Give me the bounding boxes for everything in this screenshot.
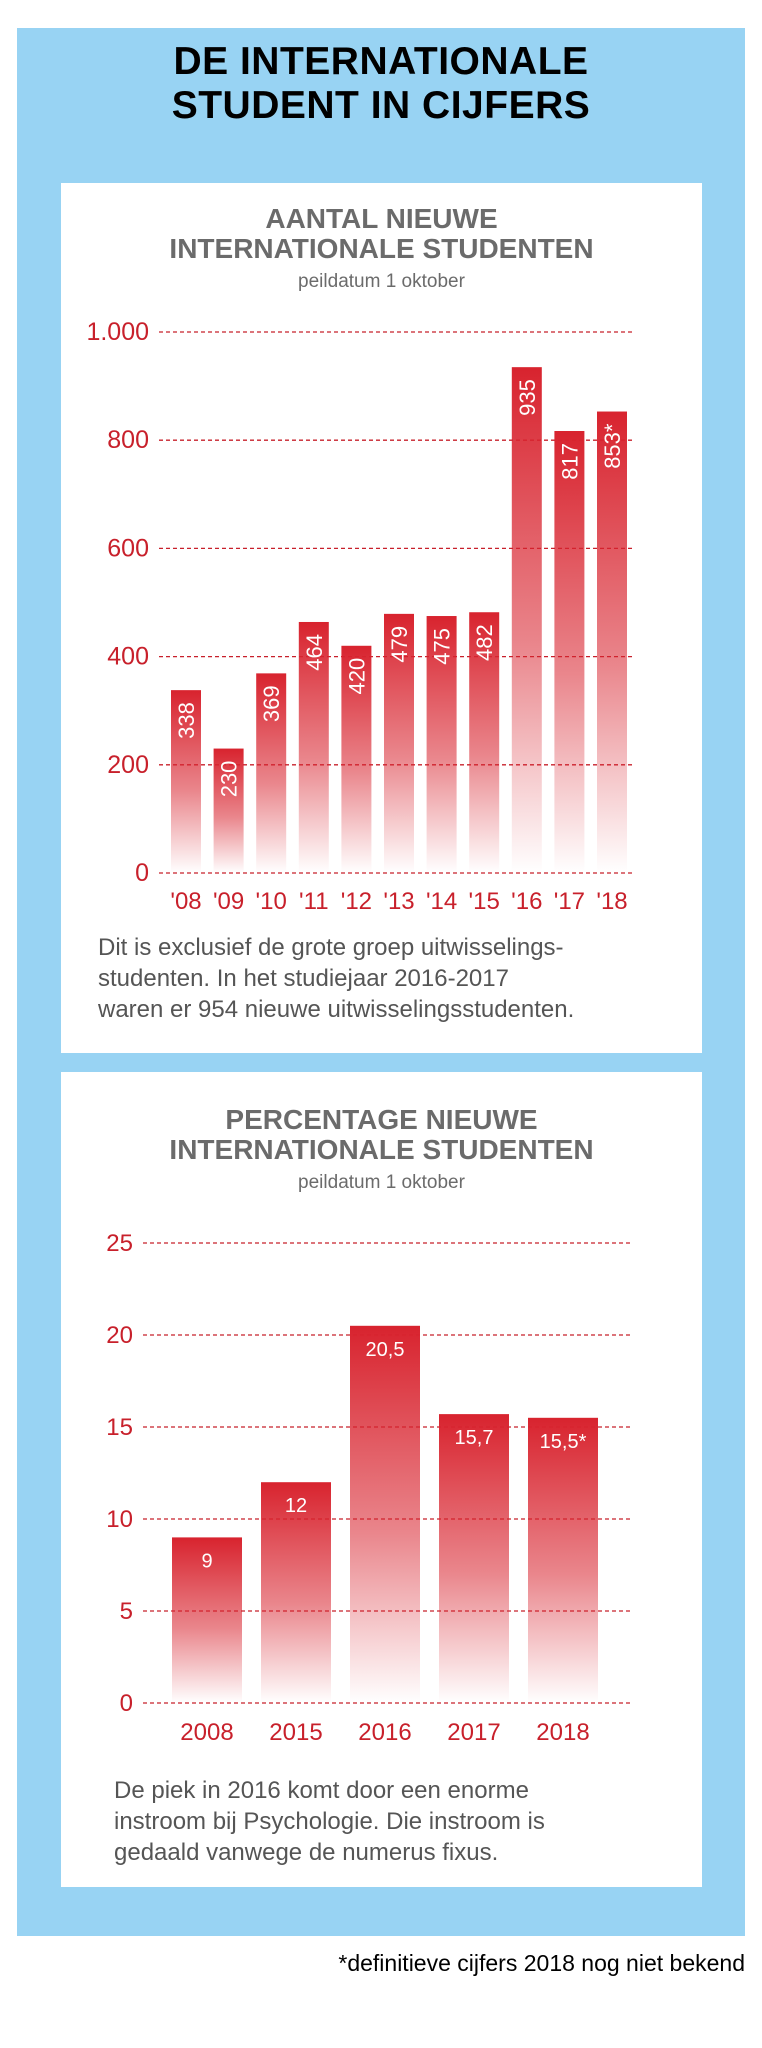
bar-value-label: 420 bbox=[344, 658, 369, 695]
bar-value-label: 15,7 bbox=[455, 1427, 494, 1449]
bar bbox=[350, 1325, 420, 1703]
bar bbox=[511, 367, 542, 873]
bar-value-label: 479 bbox=[387, 626, 412, 663]
x-category-label: '11 bbox=[299, 888, 329, 915]
x-category-label: '10 bbox=[256, 888, 287, 915]
panel-percentage-title: PERCENTAGE NIEUWE INTERNATIONALE STUDENT… bbox=[61, 1105, 702, 1165]
main-title: DE INTERNATIONALE STUDENT IN CIJFERS bbox=[0, 40, 762, 128]
panel-percentage-note-line-3: gedaald vanwege de numerus fixus. bbox=[114, 1839, 499, 1866]
bar-value-label: 475 bbox=[430, 628, 455, 665]
x-category-label: '18 bbox=[596, 888, 627, 915]
bar-value-label: 817 bbox=[557, 443, 582, 480]
bar-value-label: 230 bbox=[217, 761, 242, 798]
bar bbox=[171, 690, 201, 873]
y-tick-label: 5 bbox=[120, 1598, 133, 1625]
y-tick-label: 10 bbox=[106, 1506, 133, 1533]
x-category-label: '12 bbox=[341, 888, 372, 915]
panel-count-note: Dit is exclusief de grote groep uitwisse… bbox=[98, 932, 574, 1025]
bar bbox=[469, 612, 500, 873]
bar-value-label: 15,5* bbox=[540, 1431, 587, 1453]
bar bbox=[261, 1482, 331, 1703]
y-tick-label: 25 bbox=[106, 1230, 133, 1257]
x-category-label: 2018 bbox=[536, 1719, 589, 1746]
y-tick-label: 0 bbox=[120, 1690, 133, 1717]
panel-count-title-line-2: INTERNATIONALE STUDENTEN bbox=[169, 233, 594, 264]
bar-value-label: 12 bbox=[285, 1495, 307, 1517]
count-bar-chart: 0 200 400 600 800 1.000 338 '08 230 '09 369 '10 464 '… bbox=[86, 318, 632, 915]
footnote: *definitieve cijfers 2018 nog niet beken… bbox=[338, 1950, 745, 1976]
panel-percentage-note: De piek in 2016 komt door een enorme ins… bbox=[114, 1775, 545, 1868]
x-category-label: 2016 bbox=[358, 1719, 411, 1746]
bar-value-label: 482 bbox=[472, 624, 497, 661]
panel-percentage-subtitle: peildatum 1 oktober bbox=[298, 1172, 465, 1193]
bar-value-label: 935 bbox=[515, 379, 540, 416]
y-tick-label: 800 bbox=[107, 426, 149, 454]
panel-count-title-line-1: AANTAL NIEUWE bbox=[265, 203, 498, 234]
panel-percentage-note-line-1: De piek in 2016 komt door een enorme bbox=[114, 1777, 529, 1804]
bar-value-label: 9 bbox=[201, 1550, 212, 1572]
y-tick-label: 200 bbox=[107, 751, 149, 779]
x-category-label: '14 bbox=[426, 888, 457, 915]
panel-percentage-note-line-2: instroom bij Psychologie. Die instroom i… bbox=[114, 1808, 545, 1835]
main-title-line-2: STUDENT IN CIJFERS bbox=[171, 84, 591, 127]
panel-count-subtitle: peildatum 1 oktober bbox=[298, 271, 465, 292]
bar-value-label: 20,5 bbox=[366, 1339, 405, 1361]
panel-percentage: PERCENTAGE NIEUWE INTERNATIONALE STUDENT… bbox=[61, 1072, 702, 1887]
x-category-label: 2008 bbox=[180, 1719, 233, 1746]
panel-count-note-line-2: studenten. In het studiejaar 2016-2017 bbox=[98, 965, 509, 992]
panel-percentage-title-line-2: INTERNATIONALE STUDENTEN bbox=[169, 1134, 594, 1165]
main-title-line-1: DE INTERNATIONALE bbox=[173, 40, 589, 83]
panel-percentage-title-line-1: PERCENTAGE NIEUWE bbox=[225, 1104, 538, 1135]
y-tick-label: 20 bbox=[106, 1322, 133, 1349]
x-category-label: '15 bbox=[469, 888, 500, 915]
x-category-label: '08 bbox=[170, 888, 201, 915]
y-tick-label: 1.000 bbox=[86, 318, 149, 346]
bar bbox=[341, 645, 372, 873]
bar bbox=[439, 1414, 509, 1703]
y-tick-label: 0 bbox=[135, 859, 149, 887]
y-tick-label: 15 bbox=[106, 1414, 133, 1441]
x-category-label: 2017 bbox=[447, 1719, 500, 1746]
bar bbox=[426, 616, 457, 873]
percentage-bar-chart: 0 5 10 15 20 25 9 2008 12 2015 20,5 2016 15,7 2017 15,… bbox=[106, 1230, 632, 1746]
bar-value-label: 338 bbox=[174, 702, 199, 739]
x-category-label: '16 bbox=[511, 888, 542, 915]
bar bbox=[298, 621, 329, 873]
panel-count-note-line-1: Dit is exclusief de grote groep uitwisse… bbox=[98, 934, 564, 961]
y-tick-label: 400 bbox=[107, 643, 149, 671]
bar-value-label: 464 bbox=[302, 634, 327, 671]
x-category-label: 2015 bbox=[269, 1719, 322, 1746]
bar bbox=[213, 748, 244, 873]
bar bbox=[597, 411, 627, 873]
bar bbox=[256, 673, 287, 873]
bar-value-label: 853* bbox=[600, 423, 625, 469]
panel-count: AANTAL NIEUWE INTERNATIONALE STUDENTEN p… bbox=[61, 183, 702, 1053]
bar bbox=[554, 431, 585, 873]
panel-count-note-line-3: waren er 954 nieuwe uitwisselingsstudent… bbox=[98, 996, 575, 1023]
bar bbox=[384, 613, 414, 873]
bar bbox=[172, 1537, 242, 1703]
y-tick-label: 600 bbox=[107, 534, 149, 562]
x-category-label: '13 bbox=[383, 888, 414, 915]
bar-value-label: 369 bbox=[259, 685, 284, 722]
x-category-label: '17 bbox=[554, 888, 585, 915]
panel-count-title: AANTAL NIEUWE INTERNATIONALE STUDENTEN bbox=[61, 204, 702, 264]
x-category-label: '09 bbox=[213, 888, 244, 915]
bar bbox=[528, 1417, 598, 1703]
